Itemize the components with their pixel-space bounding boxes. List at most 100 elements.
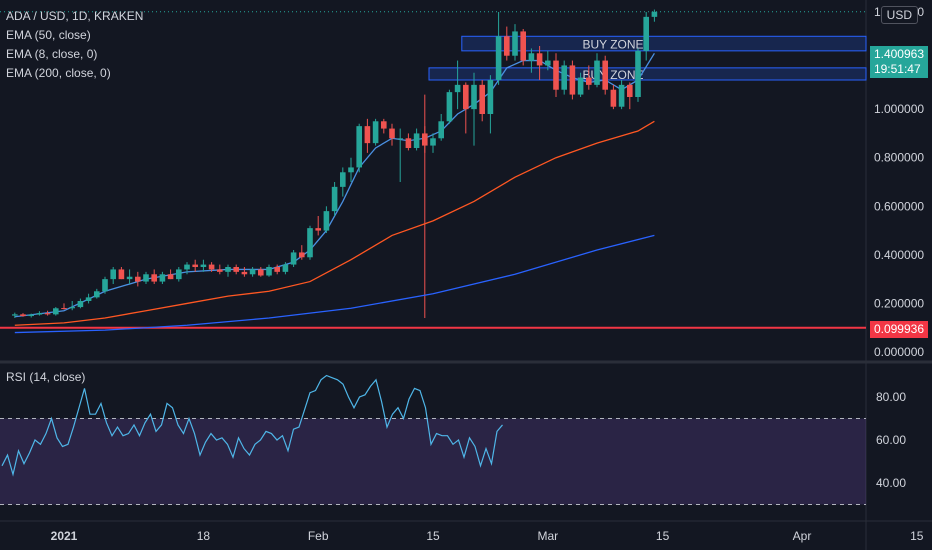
time-tick-label: Feb [308, 529, 329, 543]
rsi-legend[interactable]: RSI (14, close) [6, 370, 86, 384]
candle-body [28, 314, 34, 317]
candle-body [233, 267, 239, 272]
candle-body [85, 297, 92, 301]
candle-body [577, 77, 584, 95]
candle-body [397, 138, 403, 140]
candle-body [126, 276, 133, 280]
rsi-tick-label: 40.00 [876, 476, 906, 490]
support-price-label: 0.099936 [873, 322, 924, 336]
current-price-label: 1.400963 [873, 47, 924, 61]
candle-body [307, 228, 313, 258]
candle-body [643, 16, 649, 51]
candle-body [44, 313, 51, 315]
candle-body [102, 279, 108, 292]
time-tick-label: 15 [426, 529, 440, 543]
candle-body [438, 121, 444, 139]
price-tick-label: 0.000000 [874, 345, 924, 359]
candle-body [274, 267, 280, 272]
candle-body [290, 252, 297, 265]
candle-body [258, 269, 264, 276]
candle-body [512, 31, 518, 56]
candle-body [618, 84, 625, 107]
candle-body [53, 308, 59, 315]
ema50-line [14, 120, 655, 326]
time-tick-label: 15 [656, 529, 670, 543]
candle-body [487, 80, 494, 114]
candle-body [651, 11, 658, 17]
symbol-title[interactable]: ADA / USD, 1D, KRAKEN [6, 9, 144, 23]
chart-legend: ADA / USD, 1D, KRAKEN EMA (50, close) EM… [6, 7, 143, 83]
candle-body [553, 60, 559, 90]
candle-body [430, 138, 436, 146]
current-price-tag: 1.400963 19:51:47 [869, 46, 928, 78]
candle-body [217, 269, 223, 272]
candle-body [200, 264, 207, 267]
candle-body [208, 264, 215, 270]
indicator-ema8[interactable]: EMA (8, close, 0) [6, 47, 98, 61]
candle-body [602, 60, 608, 90]
candle-body [569, 65, 576, 95]
candle-body [77, 301, 84, 308]
candle-body [192, 264, 198, 267]
rsi-tick-label: 60.00 [876, 433, 906, 447]
candle-body [266, 267, 272, 276]
candle-body [413, 133, 420, 148]
price-tick-label: 0.800000 [874, 151, 924, 165]
candle-body [110, 269, 116, 280]
candle-body [36, 313, 43, 315]
candle-body [372, 121, 379, 144]
price-tick-label: 1.000000 [874, 102, 924, 116]
buy-zone-box [461, 35, 867, 52]
time-tick-label: 15 [910, 529, 924, 543]
candle-body [167, 274, 174, 280]
candle-body [364, 126, 371, 144]
candle-body [627, 84, 633, 97]
candle-body [504, 36, 510, 56]
currency-button[interactable]: USD [880, 6, 918, 24]
rsi-tick-label: 80.00 [876, 390, 906, 404]
candle-body [315, 228, 321, 231]
candle-body [594, 60, 600, 85]
candle-body [184, 264, 190, 270]
rsi-band [0, 418, 866, 505]
candle-body [340, 172, 346, 187]
support-price-tag: 0.099936 [869, 321, 928, 338]
candle-body [545, 60, 551, 66]
candle-body [282, 264, 289, 272]
candle-body [225, 267, 231, 272]
time-tick-label: 2021 [51, 529, 78, 543]
candle-body [610, 89, 617, 107]
candle-body [356, 126, 362, 168]
candle-body [479, 84, 485, 114]
candle-body [422, 133, 428, 146]
candle-body [241, 271, 248, 275]
candle-body [454, 84, 461, 93]
candle-body [61, 308, 67, 310]
buy-zone-box [428, 67, 867, 81]
candle-body [348, 167, 354, 173]
candle-body [389, 128, 395, 139]
candle-body [249, 269, 256, 275]
candle-body [586, 77, 592, 85]
ema200-line [14, 234, 655, 334]
buy-zone-label: BUY ZONE [582, 38, 643, 52]
candle-body [176, 269, 182, 280]
candle-body [151, 274, 157, 282]
candle-body [159, 274, 166, 282]
price-tick-label: 0.400000 [874, 248, 924, 262]
price-tick-label: 0.200000 [874, 296, 924, 310]
candle-body [520, 31, 526, 61]
price-tick-label: 0.600000 [874, 199, 924, 213]
buy-zone-label: BUY ZONE [582, 68, 643, 82]
candle-body [94, 291, 100, 298]
time-tick-label: 18 [197, 529, 211, 543]
candle-body [12, 314, 18, 316]
candle-body [69, 307, 75, 309]
candle-body [135, 276, 141, 282]
time-tick-label: Apr [793, 529, 812, 543]
indicator-ema200[interactable]: EMA (200, close, 0) [6, 66, 111, 80]
indicator-ema50[interactable]: EMA (50, close) [6, 28, 91, 42]
candle-body [381, 121, 387, 129]
candle-body [331, 186, 338, 212]
